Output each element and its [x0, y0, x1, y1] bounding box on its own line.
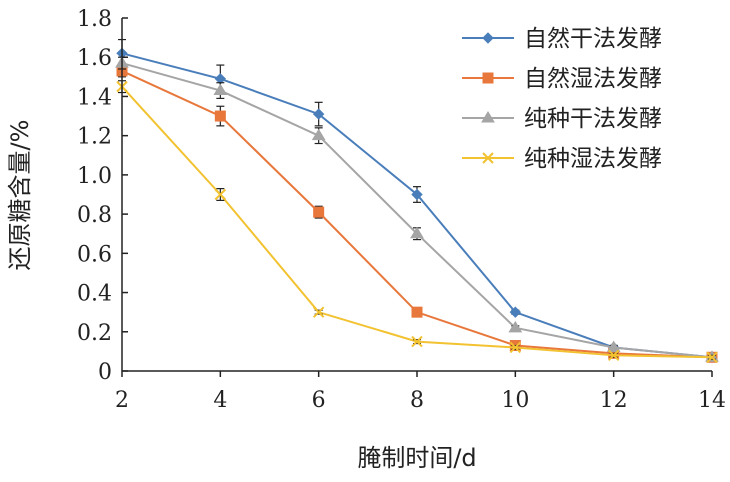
- x-tick-label: 8: [410, 388, 424, 413]
- series-3: [115, 56, 719, 362]
- data-point: [410, 226, 424, 241]
- legend-label: 纯种干法发酵: [524, 106, 662, 132]
- legend-label: 纯种湿法发酵: [524, 146, 662, 172]
- y-tick-label: 0.2: [77, 321, 112, 346]
- data-point: [214, 188, 227, 201]
- y-tick-label: 1.2: [77, 125, 112, 150]
- data-point: [706, 351, 718, 363]
- legend-item-1: 自然干法发酵: [462, 26, 662, 52]
- marker-square: [214, 110, 226, 122]
- x-tick-label: 2: [115, 388, 129, 413]
- marker-triangle: [481, 111, 495, 123]
- marker-diamond: [482, 32, 494, 44]
- marker-x: [706, 351, 718, 363]
- marker-diamond: [509, 306, 522, 318]
- marker-triangle: [606, 340, 621, 352]
- data-marks: [115, 38, 719, 363]
- marker-square: [411, 306, 423, 318]
- x-axis-ticks: 2 4 6 8 10 12 14: [115, 371, 726, 413]
- marker-triangle: [311, 128, 326, 141]
- marker-x: [214, 188, 227, 201]
- y-tick-label: 1.6: [77, 46, 112, 71]
- data-point: [606, 340, 621, 352]
- data-point: [312, 101, 325, 127]
- marker-x: [411, 335, 423, 348]
- marker-triangle: [410, 226, 424, 239]
- legend-label: 自然湿法发酵: [524, 66, 662, 92]
- x-tick-label: 10: [501, 388, 529, 413]
- legend-label: 自然干法发酵: [524, 26, 662, 52]
- data-point: [508, 320, 523, 333]
- data-point: [312, 306, 325, 318]
- marker-diamond: [312, 108, 325, 120]
- x-tick-label: 12: [600, 388, 628, 413]
- marker-square: [313, 206, 325, 218]
- data-point: [509, 341, 522, 354]
- data-point: [311, 127, 326, 145]
- marker-triangle: [508, 320, 523, 333]
- x-axis-title: 腌制时间/d: [357, 444, 476, 472]
- data-point: [411, 335, 423, 348]
- y-axis-title: 还原糖含量/%: [6, 120, 34, 271]
- marker-triangle: [213, 83, 228, 96]
- data-point: [313, 205, 325, 219]
- x-tick-label: 4: [213, 388, 227, 413]
- marker-x: [482, 152, 494, 164]
- marker-square: [482, 72, 494, 84]
- marker-diamond: [411, 188, 423, 201]
- y-tick-label: 0.8: [77, 203, 112, 228]
- data-point: [213, 82, 228, 100]
- data-point: [607, 349, 620, 362]
- legend-item-2: 自然湿法发酵: [462, 66, 662, 92]
- data-point: [411, 186, 423, 203]
- y-tick-label: 0.6: [77, 242, 112, 267]
- marker-x: [509, 341, 522, 354]
- y-tick-label: 1.8: [77, 7, 112, 32]
- y-axis-ticks: 0 0.2 0.4 0.6 0.8 1.0 1.2 1.4 1.6 1.8: [77, 7, 128, 385]
- legend-item-4: 纯种湿法发酵: [462, 146, 662, 172]
- y-tick-label: 1.0: [77, 164, 112, 189]
- marker-x: [312, 306, 325, 318]
- x-tick-label: 14: [698, 388, 726, 413]
- data-point: [509, 306, 522, 318]
- x-tick-label: 6: [312, 388, 326, 413]
- y-tick-label: 0: [98, 360, 112, 385]
- y-tick-label: 1.4: [77, 85, 112, 110]
- data-point: [214, 105, 226, 127]
- plot-area: 0 0.2 0.4 0.6 0.8 1.0 1.2 1.4 1.6 1.8 2 4 6 8 10 12 14: [77, 7, 726, 413]
- marker-x: [607, 349, 620, 362]
- legend-item-3: 纯种干法发酵: [462, 106, 662, 132]
- series-4: [116, 80, 718, 363]
- y-tick-label: 0.4: [77, 282, 112, 307]
- data-point: [411, 306, 423, 318]
